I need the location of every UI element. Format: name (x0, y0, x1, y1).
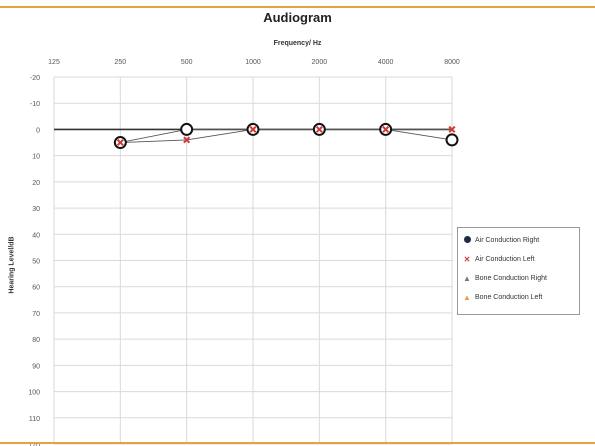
legend-item-air-left: ✕ Air Conduction Left (462, 250, 575, 269)
x-tick-label: 1000 (245, 59, 261, 66)
series-line (120, 128, 452, 143)
air-left-point (448, 125, 456, 133)
legend-item-bone-left: ▲ Bone Conduction Left (462, 288, 575, 307)
legend-label: Air Conduction Right (475, 237, 540, 244)
air-left-point (382, 125, 390, 133)
legend-label: Bone Conduction Left (475, 294, 543, 301)
y-tick-label: 120 (28, 442, 40, 446)
x-tick-label: 250 (114, 59, 126, 66)
y-tick-label: 10 (32, 154, 40, 161)
y-tick-label: -20 (30, 75, 40, 82)
y-tick-label: 80 (32, 337, 40, 344)
chart-title: Audiogram (263, 10, 332, 25)
y-tick-label: 30 (32, 206, 40, 213)
y-tick-labels: -20 -10 0 10 20 30 40 50 60 70 80 90 100 110 120 (28, 75, 40, 446)
y-tick-label: -10 (30, 101, 40, 108)
top-rule (0, 6, 595, 8)
air-right-point (445, 133, 459, 147)
triangle-marker-icon: ▲ (463, 273, 471, 283)
y-tick-label: 50 (32, 259, 40, 266)
triangle-marker-icon: ▲ (463, 292, 471, 302)
y-tick-label: 40 (32, 232, 40, 239)
circle-marker-icon (462, 236, 472, 245)
x-tick-label: 4000 (378, 59, 394, 66)
bottom-rule (0, 442, 595, 444)
x-tick-label: 8000 (444, 59, 460, 66)
y-tick-label: 0 (36, 127, 40, 134)
air-left-point (315, 125, 323, 133)
x-marker-icon: ✕ (463, 254, 471, 264)
legend: Air Conduction Right ✕ Air Conduction Le… (457, 227, 580, 315)
legend-label: Air Conduction Left (475, 256, 535, 263)
series-markers (113, 122, 459, 150)
x-tick-label: 2000 (312, 59, 328, 66)
y-tick-label: 60 (32, 285, 40, 292)
y-tick-label: 70 (32, 311, 40, 318)
y-tick-label: 90 (32, 363, 40, 370)
air-left-point (116, 139, 124, 147)
legend-label: Bone Conduction Right (475, 275, 547, 282)
air-left-point (183, 136, 191, 144)
air-right-point (180, 122, 194, 136)
x-axis-title: Frequency/ Hz (273, 40, 322, 47)
x-tick-label: 125 (48, 59, 60, 66)
x-tick-label: 500 (181, 59, 193, 66)
air-left-point (249, 125, 257, 133)
y-tick-label: 100 (28, 390, 40, 397)
legend-item-air-right: Air Conduction Right (462, 231, 575, 250)
legend-item-bone-right: ▲ Bone Conduction Right (462, 269, 575, 288)
x-tick-labels: 125 250 500 1000 2000 4000 8000 (48, 59, 460, 66)
series-lines (120, 128, 453, 143)
y-tick-label: 20 (32, 180, 40, 187)
y-tick-label: 110 (29, 416, 40, 423)
